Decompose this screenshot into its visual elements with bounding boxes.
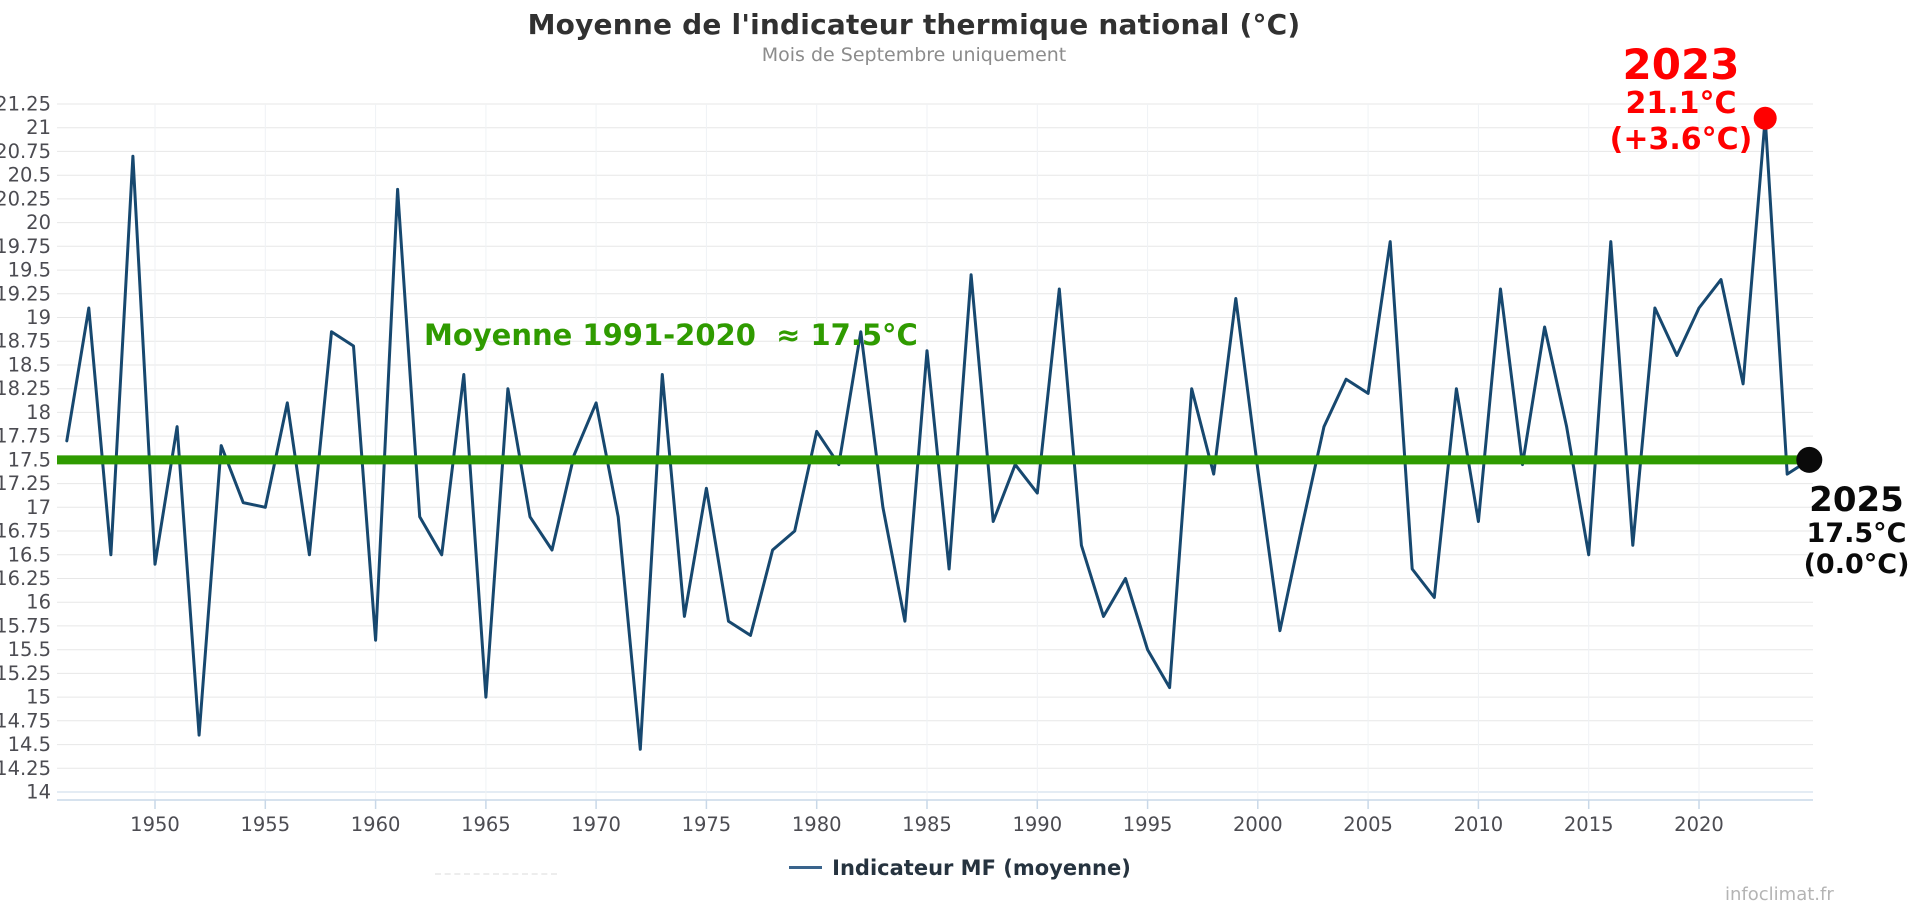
- svg-text:1970: 1970: [571, 813, 621, 836]
- svg-text:1990: 1990: [1012, 813, 1062, 836]
- y-gridlines-and-labels: 1414.2514.514.751515.2515.515.751616.251…: [0, 93, 1813, 804]
- reference-mean-label: Moyenne 1991-2020 ≈ 17.5°C: [424, 318, 918, 352]
- annotation-2025: 2025 17.5°C (0.0°C): [1793, 482, 1920, 580]
- svg-text:19.75: 19.75: [0, 235, 51, 258]
- annotation-2023-year: 2023: [1622, 40, 1740, 89]
- svg-text:14.5: 14.5: [8, 733, 51, 756]
- svg-text:14.25: 14.25: [0, 757, 51, 780]
- svg-text:17.75: 17.75: [0, 425, 51, 448]
- svg-text:18.5: 18.5: [8, 354, 51, 377]
- svg-text:2015: 2015: [1564, 813, 1614, 836]
- annotation-2025-anomaly: (0.0°C): [1803, 549, 1910, 580]
- svg-text:17.5: 17.5: [8, 448, 51, 471]
- svg-text:20: 20: [26, 211, 51, 234]
- series-line-indicateur-mf: [65, 116, 1811, 751]
- svg-text:1985: 1985: [902, 813, 952, 836]
- svg-text:21: 21: [26, 116, 51, 139]
- svg-text:15: 15: [26, 686, 51, 709]
- svg-text:16: 16: [26, 591, 51, 614]
- svg-text:20.75: 20.75: [0, 140, 51, 163]
- chart-subtitle: Mois de Septembre uniquement: [761, 44, 1067, 66]
- svg-text:18.75: 18.75: [0, 330, 51, 353]
- annotation-2023: 2023 21.1°C (+3.6°C): [1586, 44, 1776, 158]
- annotation-2025-temp: 17.5°C: [1806, 518, 1907, 549]
- annotation-2023-anomaly: (+3.6°C): [1609, 122, 1753, 157]
- highlight-dot-2025: [1796, 446, 1823, 473]
- faint-dashed-artifact: [435, 873, 557, 875]
- svg-text:19.25: 19.25: [0, 282, 51, 305]
- svg-text:2010: 2010: [1454, 813, 1504, 836]
- highlight-dot-2023: [1753, 106, 1777, 130]
- svg-text:1965: 1965: [461, 813, 511, 836]
- svg-text:18: 18: [26, 401, 51, 424]
- annotation-2023-temp: 21.1°C: [1625, 86, 1737, 121]
- svg-text:15.5: 15.5: [8, 638, 51, 661]
- legend: Indicateur MF (moyenne): [0, 856, 1920, 880]
- svg-text:18.25: 18.25: [0, 377, 51, 400]
- svg-text:15.75: 15.75: [0, 614, 51, 637]
- chart-title: Moyenne de l'indicateur thermique nation…: [527, 8, 1301, 41]
- legend-label: Indicateur MF (moyenne): [832, 856, 1131, 880]
- svg-text:2000: 2000: [1233, 813, 1283, 836]
- svg-text:14: 14: [26, 781, 51, 804]
- watermark-infoclimat: infoclimat.fr: [1725, 884, 1834, 905]
- svg-text:16.5: 16.5: [8, 543, 51, 566]
- svg-text:16.75: 16.75: [0, 520, 51, 543]
- svg-text:19: 19: [26, 306, 51, 329]
- x-axis: 1950 1955 1960 1965 1970 1975 1980 1985 1990 1995…: [57, 104, 1813, 836]
- svg-text:19.5: 19.5: [8, 259, 51, 282]
- legend-line-swatch-icon: [789, 865, 823, 869]
- svg-text:2020: 2020: [1674, 813, 1724, 836]
- svg-text:17: 17: [26, 496, 51, 519]
- svg-text:20.25: 20.25: [0, 187, 51, 210]
- svg-text:17.25: 17.25: [0, 472, 51, 495]
- svg-text:16.25: 16.25: [0, 567, 51, 590]
- annotation-2025-year: 2025: [1809, 480, 1904, 520]
- svg-text:1980: 1980: [792, 813, 842, 836]
- svg-text:20.5: 20.5: [8, 164, 51, 187]
- svg-text:1995: 1995: [1123, 813, 1173, 836]
- svg-text:1955: 1955: [240, 813, 290, 836]
- svg-text:21.25: 21.25: [0, 93, 51, 116]
- svg-text:1975: 1975: [682, 813, 732, 836]
- svg-text:15.25: 15.25: [0, 662, 51, 685]
- svg-text:14.75: 14.75: [0, 709, 51, 732]
- svg-text:1950: 1950: [130, 813, 180, 836]
- svg-text:1960: 1960: [351, 813, 401, 836]
- svg-text:2005: 2005: [1343, 813, 1393, 836]
- legend-item-indicateur-mf[interactable]: Indicateur MF (moyenne): [789, 856, 1131, 880]
